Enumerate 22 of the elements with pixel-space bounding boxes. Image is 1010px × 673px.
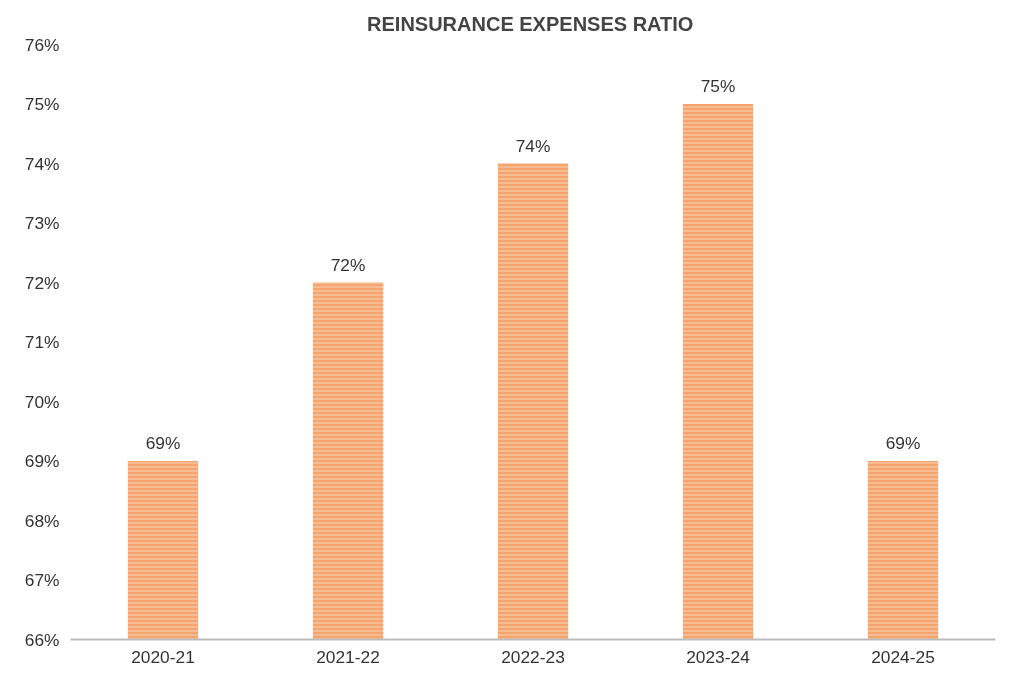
y-tick-label: 72% — [24, 272, 60, 293]
data-label: 74% — [515, 135, 551, 156]
x-tick-label: 2021-22 — [316, 646, 380, 667]
data-label: 69% — [885, 433, 921, 453]
y-tick-label: 66% — [24, 629, 60, 650]
y-tick-label: 68% — [24, 510, 60, 531]
x-tick-label: 2024-25 — [871, 646, 935, 667]
y-tick-label: 74% — [24, 153, 60, 174]
y-tick-label: 76% — [24, 34, 60, 55]
y-tick-label: 67% — [24, 570, 60, 590]
y-tick-label: 73% — [24, 213, 60, 233]
data-label: 69% — [145, 433, 181, 453]
y-tick-label: 71% — [24, 332, 60, 352]
x-tick-label: 2023-24 — [686, 646, 751, 667]
data-label: 75% — [700, 76, 736, 96]
data-label: 72% — [330, 254, 366, 275]
x-tick-label: 2022-23 — [501, 646, 565, 667]
y-tick-label: 70% — [24, 391, 60, 412]
chart-title: REINSURANCE EXPENSES RATIO — [367, 12, 694, 35]
y-tick-label: 69% — [24, 451, 60, 471]
x-tick-label: 2020-21 — [131, 646, 195, 667]
y-tick-label: 75% — [24, 94, 60, 114]
